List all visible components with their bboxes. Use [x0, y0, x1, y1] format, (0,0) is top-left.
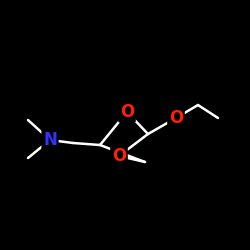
Text: O: O [112, 147, 126, 165]
Text: N: N [43, 131, 57, 149]
Text: O: O [169, 109, 183, 127]
Text: O: O [120, 103, 134, 121]
